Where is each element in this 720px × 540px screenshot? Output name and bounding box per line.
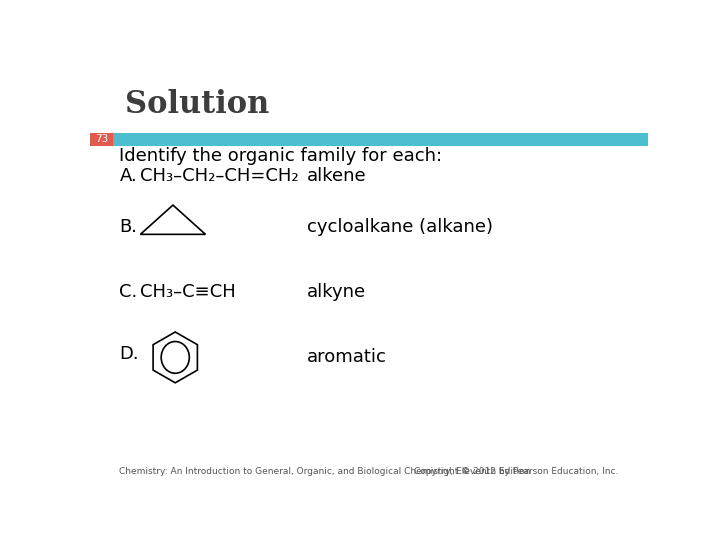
Text: Copyright © 2012 by Pearson Education, Inc.: Copyright © 2012 by Pearson Education, I… [414,467,618,476]
Text: CH₃–CH₂–CH=CH₂: CH₃–CH₂–CH=CH₂ [140,167,299,185]
Text: A.: A. [120,167,138,185]
Text: CH₃–C≡CH: CH₃–C≡CH [140,283,236,301]
Text: Identify the organic family for each:: Identify the organic family for each: [120,147,443,165]
Text: Chemistry: An Introduction to General, Organic, and Biological Chemistry, Eleven: Chemistry: An Introduction to General, O… [120,467,531,476]
Text: C.: C. [120,283,138,301]
Text: alkene: alkene [307,167,366,185]
Text: D.: D. [120,345,139,362]
Text: aromatic: aromatic [307,348,387,367]
Text: cycloalkane (alkane): cycloalkane (alkane) [307,218,493,235]
Text: 73: 73 [95,134,108,145]
Text: Solution: Solution [125,89,269,120]
Bar [90,132,648,146]
Text: alkyne: alkyne [307,283,366,301]
Bar [90,132,113,146]
Text: B.: B. [120,218,138,235]
